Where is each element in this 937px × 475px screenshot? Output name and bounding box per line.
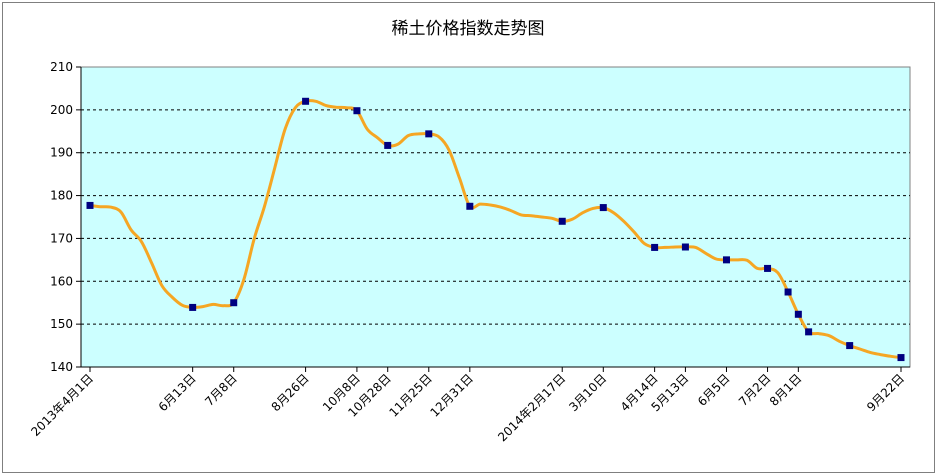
x-tick-label-6: 11月25日 — [386, 371, 434, 419]
x-tick-label-13: 7月2日 — [736, 371, 774, 409]
data-point-16 — [805, 328, 813, 336]
x-tick-label-12: 6月5日 — [695, 371, 733, 409]
y-tick-label-170: 170 — [50, 231, 73, 245]
data-point-10 — [651, 243, 659, 251]
line-chart: 稀土价格指数走势图 140 150 160 170 180 190 200 210 2013年… — [28, 19, 911, 444]
data-point-3 — [302, 97, 310, 105]
data-point-12 — [722, 256, 730, 264]
y-tick-label-210: 210 — [50, 60, 73, 74]
data-point-11 — [681, 243, 689, 251]
data-point-6 — [425, 130, 433, 138]
x-tick-label-15: 9月22日 — [864, 371, 907, 414]
x-tick-label-14: 8月1日 — [767, 371, 805, 409]
y-axis: 140 150 160 170 180 190 200 210 — [50, 60, 81, 374]
x-tick-label-8: 2014年2月17日 — [495, 371, 568, 444]
data-point-4 — [353, 107, 361, 115]
data-point-8 — [558, 217, 566, 225]
data-point-0 — [86, 201, 94, 209]
y-tick-label-200: 200 — [50, 103, 73, 117]
data-point-18 — [897, 354, 905, 362]
data-point-7 — [466, 202, 474, 210]
x-tick-label-7: 12月31日 — [427, 371, 475, 419]
y-tick-label-180: 180 — [50, 189, 73, 203]
x-tick-label-2: 7月8日 — [202, 371, 240, 409]
data-point-13 — [764, 264, 772, 272]
x-tick-label-1: 6月13日 — [156, 371, 199, 414]
x-tick-label-0: 2013年4月1日 — [28, 371, 96, 439]
y-tick-label-150: 150 — [50, 317, 73, 331]
x-tick-label-9: 3月10日 — [566, 371, 609, 414]
data-point-17 — [846, 342, 854, 350]
x-tick-label-3: 8月26日 — [269, 371, 312, 414]
y-tick-label-190: 190 — [50, 146, 73, 160]
x-axis: 2013年4月1日 6月13日 7月8日 8月26日 10月8日10月28日11月25日… — [28, 367, 907, 444]
y-tick-label-160: 160 — [50, 274, 73, 288]
data-point-2 — [230, 299, 238, 307]
data-point-15 — [794, 310, 802, 318]
plot-background — [80, 66, 911, 368]
data-point-1 — [189, 303, 197, 311]
data-point-5 — [384, 141, 392, 149]
chart-title: 稀土价格指数走势图 — [392, 19, 545, 39]
y-tick-label-140: 140 — [50, 360, 73, 374]
data-point-9 — [599, 204, 607, 212]
data-point-14 — [784, 288, 792, 296]
plot-area — [80, 66, 911, 368]
